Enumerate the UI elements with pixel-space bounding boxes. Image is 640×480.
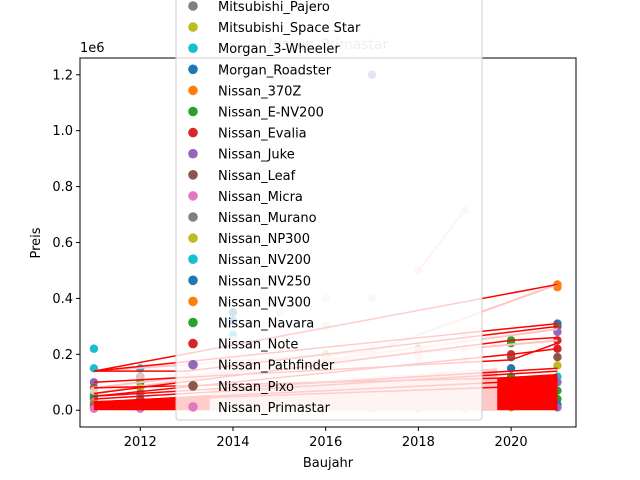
legend-label: Nissan_Murano (218, 211, 317, 226)
x-tick-label: 2018 (402, 435, 435, 450)
legend-label: Nissan_Primastar (218, 401, 331, 416)
legend: Mitsubishi_Pajero Mitsubishi_Space Star Mo… (175, 0, 483, 421)
y-tick-label: 0.2 (52, 348, 73, 363)
x-axis-label: Baujahr (303, 456, 354, 471)
legend-label: Nissan_NV250 (218, 274, 311, 289)
legend-box (175, 0, 483, 421)
legend-label: Nissan_Navara (218, 317, 314, 332)
legend-label: Nissan_Note (218, 338, 298, 353)
legend-marker (188, 381, 198, 391)
y-tick-label: 1.0 (52, 124, 73, 139)
y-offset-label: 1e6 (80, 41, 105, 56)
legend-label: Mitsubishi_Space Star (218, 21, 361, 36)
legend-label: Nissan_370Z (218, 84, 301, 99)
scatter-point (553, 344, 562, 353)
y-tick-label: 0.8 (52, 180, 73, 195)
y-tick-label: 1.2 (52, 68, 73, 83)
legend-label: Nissan_NP300 (218, 232, 310, 247)
legend-marker (188, 22, 198, 32)
legend-label: Nissan_Pixo (218, 380, 294, 395)
legend-marker (188, 359, 198, 370)
legend-label: Morgan_Roadster (218, 63, 332, 78)
x-tick-label: 2020 (495, 435, 528, 450)
legend-label: Nissan_NV200 (218, 253, 311, 268)
legend-entries: Mitsubishi_Pajero Mitsubishi_Space Star Mo… (188, 0, 361, 416)
legend-label: Nissan_E-NV200 (218, 106, 324, 121)
legend-marker (188, 43, 198, 53)
legend-marker (188, 127, 198, 138)
legend-label: Nissan_Evalia (218, 127, 307, 142)
legend-label: Nissan_Juke (218, 148, 295, 163)
legend-label: Nissan_Micra (218, 190, 303, 205)
faded-point (136, 372, 145, 381)
legend-label: Nissan_NV300 (218, 295, 311, 310)
legend-marker (188, 402, 198, 412)
y-axis-label: Preis (29, 227, 44, 258)
legend-label: Nissan_Pathfinder (218, 359, 335, 374)
legend-label: Nissan_Leaf (218, 169, 296, 184)
x-axis: 2012 2014 2016 2018 2020 (124, 427, 528, 450)
legend-marker (188, 148, 198, 159)
legend-marker (188, 170, 198, 180)
legend-marker (188, 317, 198, 328)
y-tick-label: 0.6 (52, 236, 73, 251)
y-tick-label: 0.0 (52, 404, 73, 419)
legend-marker (188, 275, 198, 286)
legend-label: Morgan_3-Wheeler (218, 42, 340, 57)
legend-marker (188, 212, 198, 222)
y-tick-label: 0.4 (52, 292, 73, 307)
legend-marker (188, 85, 198, 96)
y-axis: 0.0 0.2 0.4 0.6 0.8 1.0 1.2 (52, 68, 80, 419)
legend-marker (188, 254, 198, 264)
legend-label: Mitsubishi_Pajero (218, 0, 330, 15)
scatter-point (553, 352, 562, 362)
legend-marker (188, 296, 198, 307)
legend-marker (188, 106, 198, 117)
scatter-point (553, 361, 562, 370)
legend-marker (188, 191, 198, 201)
x-tick-label: 2012 (124, 435, 157, 450)
legend-marker (188, 1, 198, 11)
legend-marker (188, 233, 198, 243)
scatter-point (89, 344, 99, 353)
x-tick-label: 2014 (216, 435, 249, 450)
legend-marker (188, 64, 198, 75)
legend-marker (188, 338, 198, 349)
x-tick-label: 2016 (309, 435, 342, 450)
